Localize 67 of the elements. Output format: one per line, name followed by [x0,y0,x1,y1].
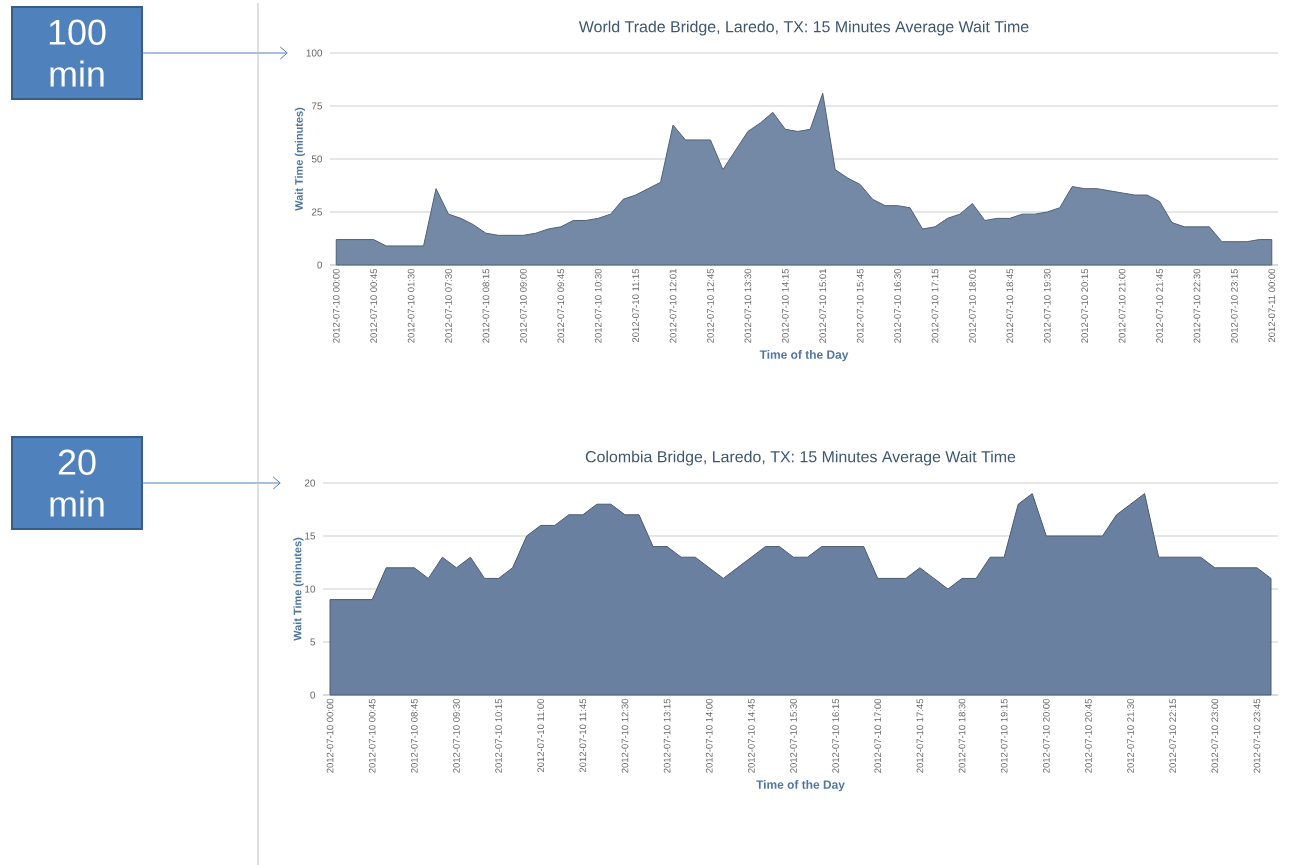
x-tick-label: 2012-07-10 17:15 [931,268,939,343]
x-tick-label: 2012-07-10 07:30 [445,268,452,343]
y-tick-label: 5 [310,638,316,646]
x-tick-label: 2012-07-10 10:30 [594,268,602,343]
x-tick-label: 2012-07-10 12:45 [707,268,714,343]
x-tick-label: 2012-07-10 18:45 [1006,268,1014,343]
x-tick-label: 2012-07-10 23:00 [1211,698,1219,773]
y-tick-label: 0 [317,261,323,269]
x-tick-label: 2012-07-10 15:45 [856,268,864,343]
x-tick-label: 2012-07-10 12:01 [669,269,677,343]
x-tick-label: 2012-07-10 13:30 [744,268,752,343]
x-tick-label: 2012-07-10 14:45 [748,698,755,773]
x-tick-label: 2012-07-10 20:45 [1085,698,1092,773]
x-tick-label: 2012-07-10 00:45 [368,698,376,773]
x-tick-label: 2012-07-10 21:45 [1156,268,1163,343]
x-axis-title: Time of the Day [759,350,849,362]
x-tick-label: 2012-07-10 19:30 [1043,268,1051,343]
x-tick-label: 2012-07-10 20:15 [1081,268,1089,343]
x-tick-label: 2012-07-10 16:30 [894,268,901,343]
x-tick-label: 2012-07-10 22:15 [1169,698,1177,773]
y-tick-label: 15 [305,532,316,540]
y-axis-title: Wait Time (minutes) [294,107,306,211]
x-tick-label: 2012-07-10 23:45 [1253,698,1261,773]
y-axis-title: Wait Time (minutes) [293,537,304,641]
x-tick-label: 2012-07-10 21:00 [1118,268,1126,343]
text: 100 min [49,19,106,87]
x-tick-label: 2012-07-10 00:00 [326,698,334,773]
x-tick-label: 2012-07-10 15:01 [819,269,827,343]
y-tick-label: 75 [311,102,323,110]
x-tick-label: 2012-07-10 14:00 [705,698,713,773]
x-tick-label: 2012-07-10 10:15 [495,698,502,773]
x-tick-label: 2012-07-10 19:15 [1000,698,1008,773]
x-tick-label: 2012-07-10 20:00 [1042,698,1050,773]
y-tick-label: 50 [311,155,323,163]
x-tick-label: 2012-07-10 11:45 [579,698,587,773]
x-tick-label: 2012-07-10 09:30 [453,698,460,773]
x-tick-label: 2012-07-10 08:45 [410,698,418,773]
chart-title: Colombia Bridge, Laredo, TX: 15 Minutes Average Wait Time [585,450,1016,466]
x-tick-label: 2012-07-10 23:15 [1231,268,1238,343]
x-tick-label: 2012-07-11 00:00 [1268,268,1276,343]
x-tick-label: 2012-07-10 18:01 [969,269,976,343]
y-tick-label: 20 [304,479,316,487]
x-tick-label: 2012-07-10 13:15 [663,698,671,773]
text: 20 min [50,449,104,517]
chart-title: World Trade Bridge, Laredo, TX: 15 Minutes Average Wait Time [578,20,1029,36]
x-tick-label: 2012-07-10 22:30 [1193,268,1201,343]
y-tick-label: 10 [305,585,316,593]
x-axis-title: Time of the Day [756,780,845,792]
x-tick-label: 2012-07-10 17:00 [874,698,882,773]
x-tick-label: 2012-07-10 08:15 [482,268,490,343]
x-tick-label: 2012-07-10 12:30 [621,698,629,773]
x-tick-label: 2012-07-10 21:30 [1127,698,1134,773]
x-tick-label: 2012-07-10 00:45 [370,268,378,343]
x-tick-label: 2012-07-10 17:45 [916,698,924,773]
x-tick-label: 2012-07-10 09:45 [557,268,565,343]
x-tick-label: 2012-07-10 11:15 [632,268,639,343]
x-tick-label: 2012-07-10 11:00 [537,698,545,773]
x-tick-label: 2012-07-10 00:00 [332,268,340,343]
x-tick-label: 2012-07-10 18:30 [958,698,966,773]
x-tick-label: 2012-07-10 09:00 [520,268,527,343]
x-tick-label: 2012-07-10 15:30 [790,698,797,773]
y-tick-label: 25 [311,208,323,216]
y-tick-label: 100 [306,49,323,57]
x-tick-label: 2012-07-10 01:30 [407,268,415,343]
x-tick-label: 2012-07-10 16:15 [832,698,839,773]
y-tick-label: 0 [310,691,316,699]
x-tick-label: 2012-07-10 14:15 [781,268,789,343]
